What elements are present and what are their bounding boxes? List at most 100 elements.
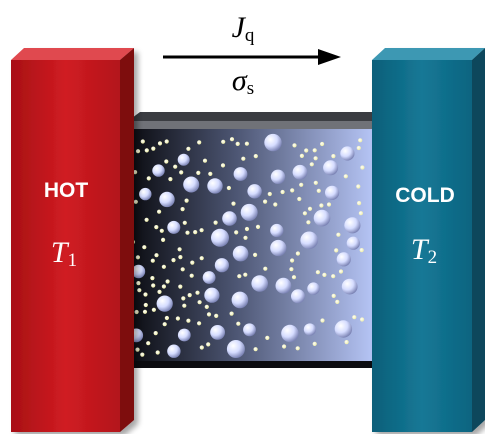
- large-particle: [177, 153, 190, 166]
- small-particle: [309, 162, 314, 167]
- small-particle: [173, 164, 178, 169]
- small-particle: [157, 209, 162, 214]
- small-particle: [178, 255, 183, 260]
- large-particle: [270, 223, 284, 238]
- small-particle: [175, 316, 180, 321]
- small-particle: [151, 146, 156, 151]
- small-particle: [280, 189, 285, 195]
- large-particle: [204, 287, 220, 303]
- small-particle: [331, 274, 336, 279]
- small-particle: [197, 140, 202, 145]
- small-particle: [161, 264, 166, 269]
- small-particle: [151, 283, 156, 288]
- small-particle: [295, 346, 300, 351]
- small-particle: [253, 347, 258, 352]
- small-particle: [143, 292, 148, 297]
- small-particle: [187, 293, 192, 298]
- small-particle: [265, 335, 270, 340]
- small-particle: [140, 139, 145, 144]
- heat-flux-label: Jq: [232, 11, 255, 46]
- small-particle: [229, 137, 235, 142]
- large-particle: [303, 323, 316, 336]
- small-particle: [162, 322, 167, 327]
- small-particle: [316, 188, 321, 193]
- small-particle: [159, 228, 164, 233]
- large-particle: [167, 220, 181, 234]
- large-particle: [207, 178, 223, 194]
- large-particle: [300, 231, 319, 250]
- small-particle: [244, 141, 249, 146]
- flux-arrow-head: [318, 49, 341, 65]
- small-particle: [290, 188, 295, 193]
- hot-label: HOT: [44, 179, 89, 202]
- small-particle: [313, 180, 318, 185]
- small-particle: [236, 321, 241, 326]
- small-particle: [161, 284, 166, 289]
- large-particle: [159, 191, 175, 208]
- small-particle: [180, 267, 185, 272]
- small-particle: [136, 281, 141, 286]
- small-particle: [358, 211, 363, 216]
- small-particle: [273, 202, 278, 207]
- small-particle: [155, 350, 160, 355]
- small-particle: [189, 273, 194, 278]
- small-particle: [186, 318, 191, 323]
- small-particle: [133, 199, 138, 204]
- small-particle: [178, 284, 183, 289]
- small-particle: [214, 313, 219, 318]
- small-particle: [263, 199, 268, 204]
- small-particle: [202, 158, 208, 163]
- large-particle: [313, 209, 331, 227]
- small-particle: [241, 156, 246, 161]
- large-particle: [214, 258, 229, 273]
- conducting-medium: [120, 112, 384, 368]
- large-particle: [344, 217, 361, 234]
- hot-reservoir: HOT T1: [11, 48, 134, 432]
- small-particle: [154, 225, 159, 230]
- small-particle: [157, 289, 162, 294]
- small-particle: [133, 170, 138, 175]
- hot-block-side: [120, 48, 134, 432]
- small-particle: [154, 253, 159, 258]
- cold-block-front: [372, 60, 472, 432]
- small-particle: [299, 153, 304, 158]
- small-particle: [180, 207, 185, 212]
- large-particle: [131, 264, 146, 279]
- small-particle: [195, 290, 200, 295]
- small-particle: [244, 226, 250, 232]
- small-particle: [360, 165, 365, 170]
- large-particle: [323, 160, 339, 176]
- small-particle: [146, 176, 151, 181]
- small-particle: [150, 258, 155, 263]
- small-particle: [153, 331, 158, 336]
- small-particle: [142, 309, 148, 314]
- small-particle: [221, 139, 226, 144]
- large-particle: [247, 184, 262, 199]
- small-particle: [184, 198, 189, 203]
- large-particle: [139, 187, 152, 201]
- large-particle: [226, 340, 245, 358]
- large-particle: [264, 133, 282, 152]
- small-particle: [255, 224, 261, 229]
- particles: [128, 133, 365, 358]
- medium-bottom-edge: [120, 361, 375, 368]
- small-particle: [144, 217, 149, 222]
- small-particle: [151, 307, 156, 312]
- large-particle: [334, 320, 353, 338]
- small-particle: [282, 344, 287, 349]
- large-particle: [243, 323, 256, 337]
- small-particle: [140, 352, 145, 357]
- small-particle: [334, 248, 339, 253]
- small-particle: [357, 201, 362, 206]
- small-particle: [302, 211, 307, 216]
- large-particle: [152, 164, 165, 177]
- small-particle: [322, 272, 327, 277]
- small-particle: [313, 156, 318, 161]
- small-particle: [197, 300, 202, 305]
- small-particle: [208, 171, 213, 176]
- small-particle: [179, 170, 184, 175]
- small-particle: [150, 276, 155, 281]
- small-particle: [144, 148, 149, 153]
- small-particle: [164, 139, 169, 144]
